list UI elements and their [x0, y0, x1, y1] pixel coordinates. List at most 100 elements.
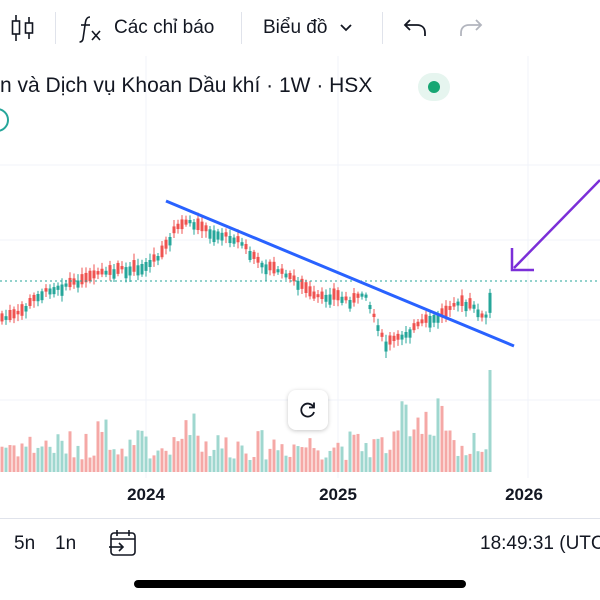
- undo-button[interactable]: [402, 0, 428, 56]
- candle-body: [48, 288, 52, 295]
- candle-body: [0, 313, 4, 322]
- candle-body: [28, 298, 32, 306]
- candle-body: [196, 218, 200, 231]
- volume-bar: [132, 445, 136, 472]
- range-1d-button[interactable]: 1n: [55, 533, 77, 554]
- chart-style-button[interactable]: [10, 0, 36, 56]
- candle-body: [280, 268, 284, 274]
- candle-body: [328, 294, 332, 305]
- volume-bar: [64, 453, 68, 472]
- undo-icon: [403, 19, 426, 36]
- candle-body: [160, 245, 164, 258]
- candle-body: [40, 291, 44, 301]
- volume-bar: [284, 455, 288, 472]
- volume-bar: [152, 455, 156, 472]
- candle-body: [256, 256, 260, 263]
- volume-bar: [396, 430, 400, 472]
- redo-icon: [460, 19, 483, 36]
- volume-bar: [440, 405, 444, 472]
- toolbar-divider: [55, 12, 56, 44]
- candle-body: [172, 226, 176, 234]
- candle-body: [312, 291, 316, 299]
- candle-body: [36, 294, 40, 302]
- candle-body: [480, 313, 484, 318]
- candle-body: [132, 260, 136, 272]
- candle-body: [336, 290, 340, 301]
- candle-body: [212, 230, 216, 243]
- candle-body: [436, 313, 440, 323]
- volume-bar: [268, 448, 272, 472]
- range-5d-button[interactable]: 5n: [14, 533, 36, 554]
- volume-bar: [376, 438, 380, 472]
- legend-toggle-icon[interactable]: [0, 106, 14, 134]
- date-range-icon[interactable]: [108, 528, 138, 558]
- volume-bar: [116, 454, 120, 472]
- candle-body: [352, 293, 356, 303]
- candle-body: [416, 321, 420, 327]
- volume-bar: [468, 453, 472, 472]
- volume-bar: [304, 447, 308, 472]
- candle-body: [16, 310, 20, 315]
- candle-body: [188, 220, 192, 224]
- volume-bar: [216, 435, 220, 472]
- candle-body: [4, 316, 8, 320]
- candle-body: [320, 291, 324, 300]
- volume-bar: [392, 431, 396, 472]
- volume-bar: [480, 451, 484, 472]
- candle-body: [12, 309, 16, 319]
- volume-bar: [140, 430, 144, 472]
- candle-body: [360, 293, 364, 297]
- candle-body: [120, 266, 124, 270]
- candle-body: [420, 319, 424, 324]
- candle-body: [376, 325, 380, 331]
- candle-body: [348, 300, 352, 309]
- volume-bar: [68, 431, 72, 472]
- time-zone-clock[interactable]: 18:49:31 (UTC: [480, 533, 600, 554]
- candle-body: [232, 237, 236, 244]
- volume-bar: [148, 458, 152, 472]
- candle-body: [400, 334, 404, 340]
- candle-body: [44, 288, 48, 292]
- volume-bar: [24, 446, 28, 472]
- volume-bar: [156, 450, 160, 472]
- chart-type-dropdown[interactable]: Biểu đồ: [263, 0, 353, 56]
- candle-body: [140, 264, 144, 275]
- volume-bar: [312, 448, 316, 472]
- candle-body: [92, 270, 96, 279]
- candle-body: [220, 232, 224, 241]
- chart-pane[interactable]: 2024 2025 2026: [0, 56, 600, 514]
- volume-bar: [472, 432, 476, 472]
- volume-bar: [400, 401, 404, 472]
- price-chart[interactable]: 2024 2025 2026: [0, 56, 600, 514]
- candle-body: [224, 232, 228, 237]
- candle-body: [428, 316, 432, 328]
- trendline: [165, 199, 515, 348]
- volume-bar: [164, 450, 168, 472]
- candle-body: [272, 261, 276, 274]
- volume-bar: [464, 455, 468, 472]
- candle-body: [368, 305, 372, 310]
- volume-bar: [356, 433, 360, 472]
- market-status-indicator[interactable]: [418, 73, 450, 101]
- volume-bar: [320, 459, 324, 472]
- volume-bar: [188, 435, 192, 472]
- chart-toolbar: Các chỉ báo Biểu đồ: [0, 0, 600, 56]
- reset-chart-button[interactable]: [288, 390, 328, 430]
- candle-body: [136, 265, 140, 276]
- candle-body: [8, 309, 12, 321]
- volume-bar: [300, 447, 304, 472]
- symbol-title: n và Dịch vụ Khoan Dầu khí · 1W · HSX: [0, 74, 373, 97]
- volume-bar: [272, 439, 276, 472]
- candle-body: [164, 239, 168, 249]
- chart-type-label: Biểu đồ: [263, 17, 328, 38]
- indicators-button[interactable]: Các chỉ báo: [78, 0, 214, 56]
- volume-bar: [224, 437, 228, 472]
- candle-body: [380, 332, 384, 337]
- redo-button[interactable]: [458, 0, 484, 56]
- volume-bar: [120, 448, 124, 472]
- volume-bar: [448, 430, 452, 472]
- candle-body: [324, 294, 328, 302]
- candle-body: [84, 272, 88, 283]
- candle-body: [260, 262, 264, 268]
- candle-body: [384, 341, 388, 352]
